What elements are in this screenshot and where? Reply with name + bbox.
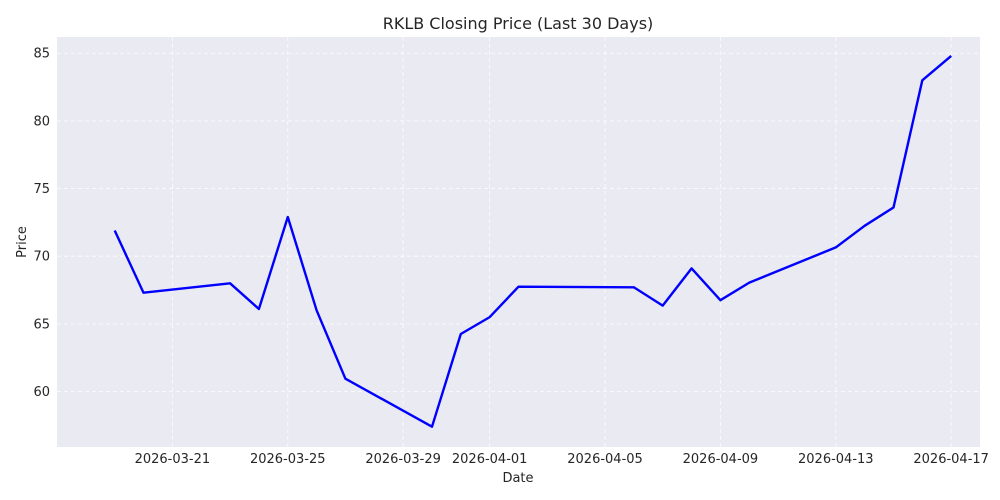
y-tick-label: 65 xyxy=(33,317,50,332)
x-tick-label: 2026-03-21 xyxy=(135,452,211,467)
x-axis-label: Date xyxy=(502,471,533,486)
y-tick-label: 85 xyxy=(33,47,50,62)
x-tick-label: 2026-04-05 xyxy=(567,452,643,467)
x-tick-label: 2026-03-25 xyxy=(250,452,326,467)
gridlines xyxy=(57,37,980,447)
y-tick-label: 75 xyxy=(33,182,50,197)
x-tick-label: 2026-04-13 xyxy=(798,452,874,467)
x-axis-ticks: 2026-03-21 2026-03-25 2026-03-29 2026-04-01… xyxy=(135,452,989,467)
y-tick-label: 60 xyxy=(33,385,50,400)
chart-title: RKLB Closing Price (Last 30 Days) xyxy=(383,14,654,33)
y-tick-label: 80 xyxy=(33,114,50,129)
x-tick-label: 2026-04-09 xyxy=(683,452,759,467)
x-tick-label: 2026-04-17 xyxy=(913,452,989,467)
y-tick-label: 70 xyxy=(33,250,50,265)
x-tick-label: 2026-04-01 xyxy=(452,452,528,467)
y-axis-ticks: 60 65 70 75 80 85 xyxy=(33,47,50,400)
plot-area xyxy=(57,37,980,447)
y-axis-label: Price xyxy=(15,226,30,258)
x-tick-label: 2026-03-29 xyxy=(365,452,441,467)
price-line xyxy=(113,54,952,428)
